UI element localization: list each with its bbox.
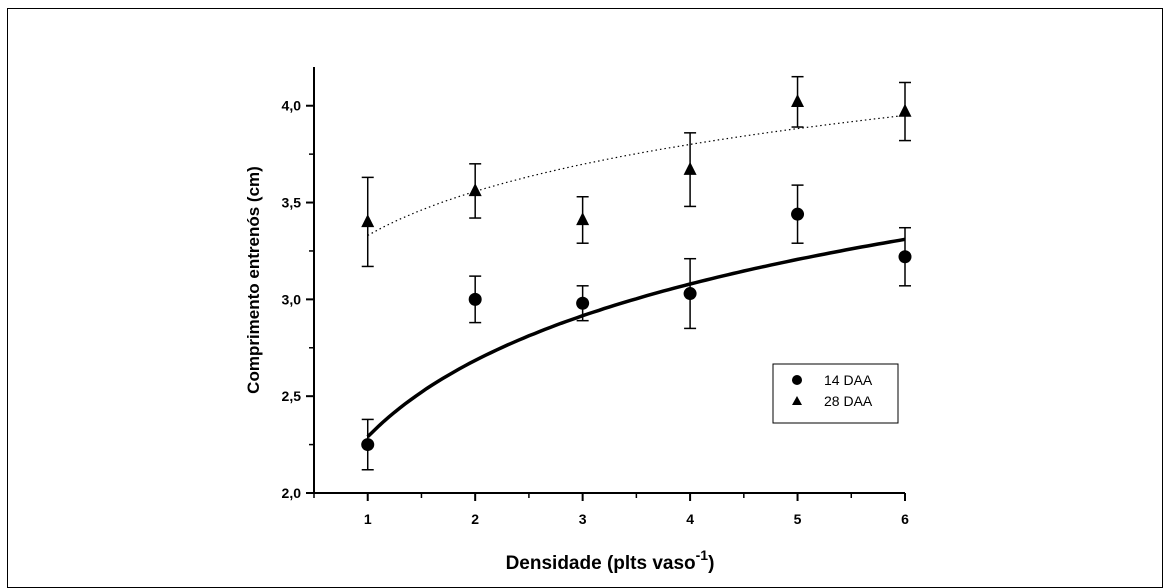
y-axis-label: Comprimento entrenós (cm) xyxy=(244,166,263,394)
data-point-triangle xyxy=(791,94,804,107)
x-tick-label: 6 xyxy=(901,511,909,527)
x-axis-label-close: ) xyxy=(708,553,714,574)
data-point-triangle xyxy=(576,212,589,225)
data-point-circle xyxy=(684,287,697,300)
legend: 14 DAA 28 DAA xyxy=(773,364,898,423)
x-axis-label-exponent: -1 xyxy=(696,547,709,563)
data-point-circle xyxy=(791,208,804,221)
x-tick-label: 3 xyxy=(579,511,587,527)
y-tick-label: 3,0 xyxy=(282,291,302,307)
axes: 2,0 2,5 3,0 3,5 4,0 1 2 3 4 5 6 xyxy=(282,67,910,527)
data-point-circle xyxy=(576,297,589,310)
y-tick-label: 3,5 xyxy=(282,195,302,211)
data-point-circle xyxy=(361,438,374,451)
data-point-circle xyxy=(469,293,482,306)
x-tick-label: 4 xyxy=(686,511,694,527)
legend-marker-14-daa xyxy=(792,375,802,385)
y-tick-label: 4,0 xyxy=(282,98,302,114)
y-tick-label: 2,0 xyxy=(282,485,302,501)
x-tick-label: 5 xyxy=(794,511,802,527)
chart: 2,0 2,5 3,0 3,5 4,0 1 2 3 4 5 6 Comprimento entren… xyxy=(0,0,1171,576)
data-point-triangle xyxy=(361,214,374,227)
data-point-triangle xyxy=(899,104,912,117)
data-point-circle xyxy=(899,250,912,263)
data-point-triangle xyxy=(469,183,482,196)
data-point-triangle xyxy=(684,162,697,175)
x-tick-label: 2 xyxy=(471,511,479,527)
x-axis-label-main: Densidade (plts vaso xyxy=(506,553,696,574)
x-axis-label: Densidade (plts vaso-1) xyxy=(506,547,715,574)
fit-line-series-1 xyxy=(368,115,905,235)
legend-label-14-daa: 14 DAA xyxy=(824,372,873,388)
legend-label-28-daa: 28 DAA xyxy=(824,393,873,409)
x-tick-label: 1 xyxy=(364,511,372,527)
y-tick-label: 2,5 xyxy=(282,388,302,404)
